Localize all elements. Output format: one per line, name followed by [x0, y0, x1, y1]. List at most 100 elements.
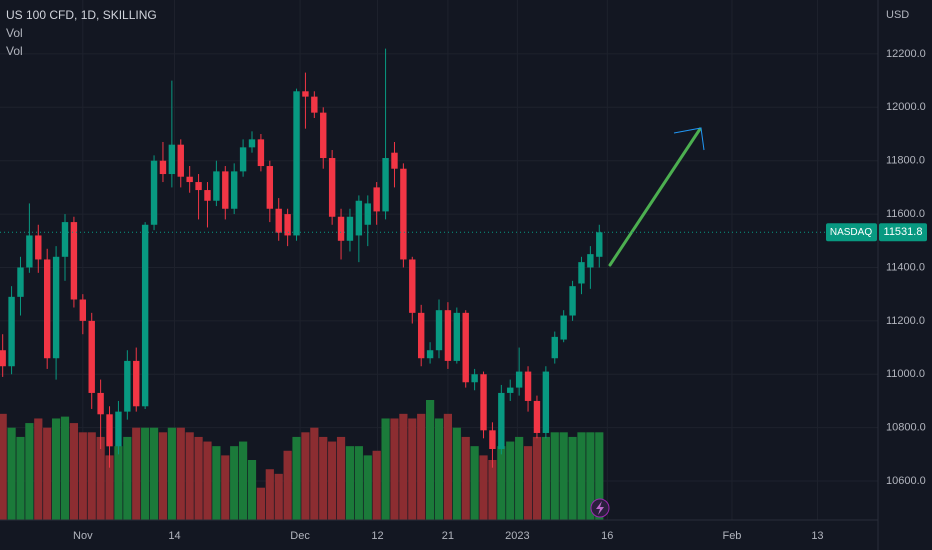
candle-body [409, 259, 416, 313]
volume-bar [417, 413, 426, 520]
volume-bar [434, 418, 444, 520]
volume-bar [541, 436, 550, 520]
volume-bar [461, 436, 470, 520]
volume-bar [586, 432, 595, 520]
y-tick-label: 11600.0 [886, 208, 925, 220]
candle-body [43, 259, 51, 359]
x-tick-label: Nov [73, 530, 93, 542]
candle-body [52, 256, 60, 359]
symbol-label: NASDAQ [830, 227, 872, 238]
candle-body [337, 216, 345, 241]
volume-bar [532, 436, 542, 520]
y-tick-label: 10600.0 [886, 475, 926, 487]
candle-body [578, 262, 585, 284]
volume-bar [78, 432, 87, 520]
y-tick-label: 11800.0 [886, 155, 925, 167]
candle-body [453, 312, 461, 361]
y-tick-label: 11400.0 [886, 261, 925, 273]
volume-bar [238, 441, 248, 520]
candle-body [426, 350, 434, 359]
volume-bar [43, 427, 52, 520]
candle-body [213, 171, 220, 201]
volume-bar [185, 432, 194, 520]
candle-body [391, 152, 398, 169]
volume-bar [69, 423, 79, 520]
volume-bar [203, 441, 212, 520]
candle-body [480, 374, 487, 431]
candle-body [230, 171, 238, 209]
volume-bar [141, 427, 150, 520]
candle-body [320, 112, 327, 159]
x-tick-label: 12 [371, 530, 383, 542]
x-tick-label: 13 [811, 530, 823, 542]
volume-bar [408, 418, 417, 520]
candle-body [88, 320, 95, 393]
volume-bar [34, 418, 43, 520]
candle-body [61, 222, 69, 257]
x-tick-label: 14 [168, 530, 180, 542]
candle-body [311, 96, 318, 113]
candle-body [239, 147, 247, 172]
y-tick-label: 12000.0 [886, 101, 926, 113]
x-tick-label: Dec [290, 530, 310, 542]
candle-body [364, 203, 371, 225]
volume-bar [60, 416, 70, 520]
x-tick-label: 16 [601, 530, 613, 542]
candle-body [507, 387, 514, 393]
candle-body [195, 182, 202, 191]
candle-body [222, 171, 229, 209]
candle-body [569, 286, 576, 316]
volume-bar [523, 446, 533, 520]
x-tick-label: 21 [442, 530, 454, 542]
trend-arrow [608, 127, 702, 267]
candle-body [257, 139, 265, 167]
volume-bar [559, 432, 568, 520]
volume-bar [390, 418, 399, 520]
volume-bar [479, 455, 488, 520]
x-tick-label: Feb [722, 530, 741, 542]
volume-bar [256, 487, 266, 520]
candle-body [35, 235, 42, 260]
candle-body [159, 160, 167, 175]
volume-bar [319, 436, 328, 520]
candle-body [444, 310, 452, 361]
volume-bar [568, 436, 577, 520]
volume-bar [247, 460, 257, 520]
volume-bar [399, 413, 408, 520]
volume-bar [354, 446, 363, 520]
candle-body [373, 187, 380, 212]
candle-body [551, 336, 558, 359]
arrow-head[interactable] [673, 127, 705, 151]
volume-bar [149, 427, 159, 520]
volume-bar [497, 446, 506, 520]
candle-body [186, 176, 193, 183]
candle-body [177, 144, 184, 177]
last-price-label: 11531.8 [884, 226, 923, 238]
volume-bar [470, 446, 479, 520]
candles [0, 48, 603, 468]
candle-body [346, 216, 354, 241]
y-tick-label: 11000.0 [886, 368, 925, 380]
volume-bar [105, 455, 114, 520]
volume-bar [515, 436, 524, 520]
candle-body [417, 312, 425, 359]
volume-bar [7, 427, 16, 520]
candle-body [8, 296, 15, 367]
candle-body [124, 360, 131, 412]
volume-bar [452, 427, 461, 520]
volume-bar [230, 446, 239, 520]
volume-bar [372, 450, 381, 520]
candle-body [328, 158, 336, 217]
volume-bar [87, 432, 96, 520]
volume-bar [16, 436, 25, 520]
candle-body [462, 312, 469, 383]
volume-bar [265, 469, 274, 520]
candle-body [204, 190, 211, 201]
y-tick-label: 12200.0 [886, 48, 926, 60]
candle-body [542, 371, 550, 433]
price-badge [879, 223, 927, 242]
candle-body [275, 208, 282, 233]
indicator-label: Vol [6, 44, 23, 58]
volume-bar [345, 446, 355, 520]
